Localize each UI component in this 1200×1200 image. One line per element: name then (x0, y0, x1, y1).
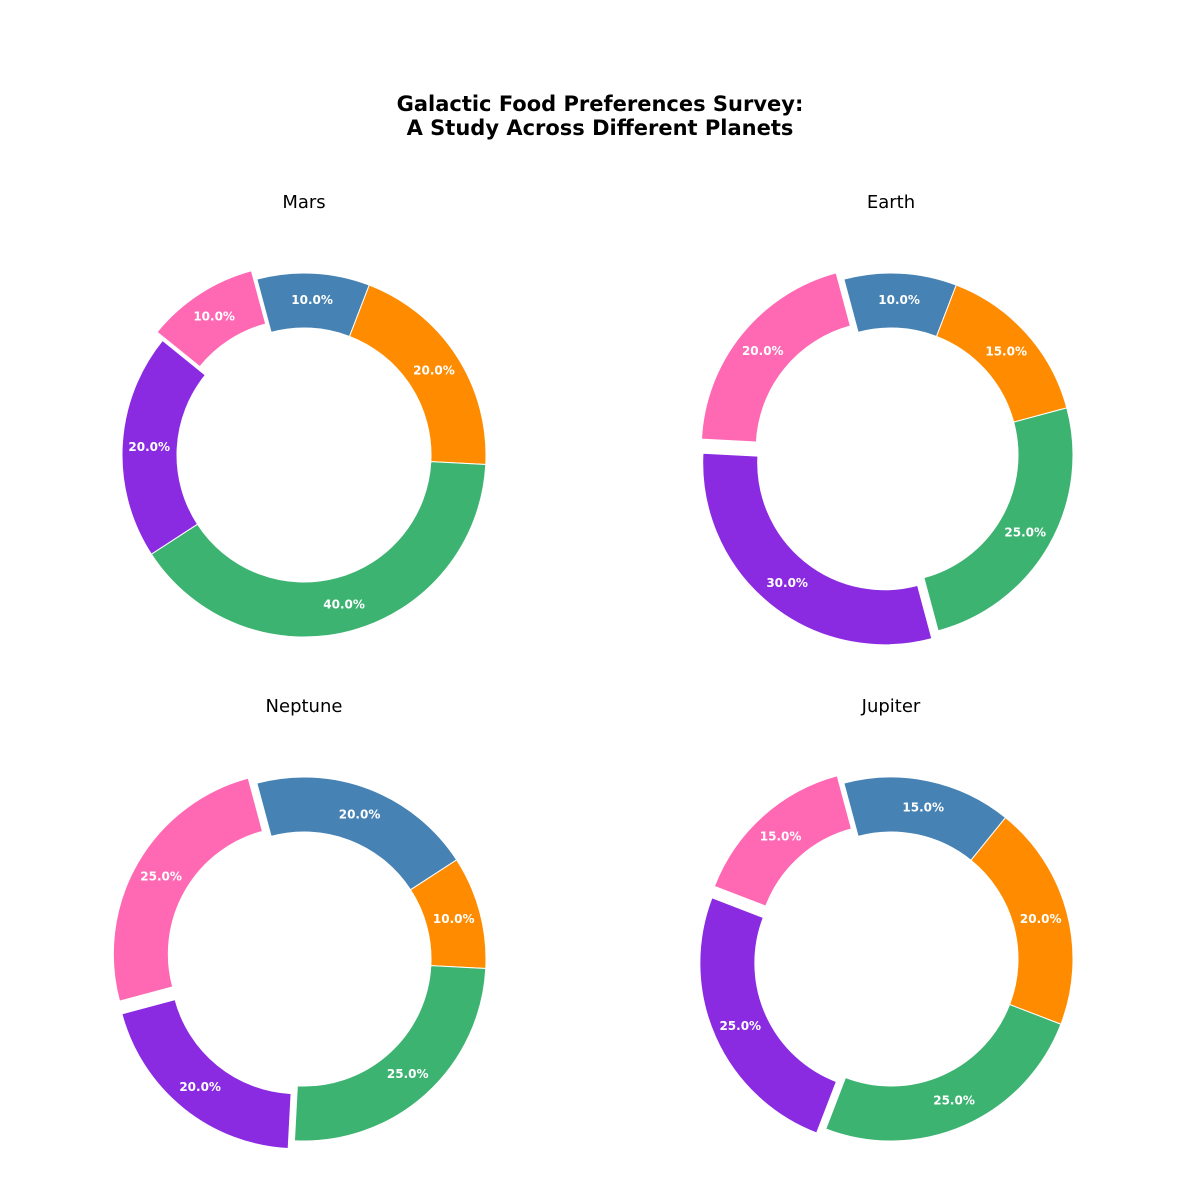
slice-neptune-blue (257, 777, 457, 890)
slice-neptune-green (294, 966, 485, 1141)
slice-jupiter-green (826, 1005, 1061, 1141)
slice-label-neptune-purple: 20.0% (179, 1080, 221, 1094)
slice-neptune-purple (122, 1000, 291, 1149)
slice-label-jupiter-pink: 15.0% (760, 829, 802, 843)
slice-label-jupiter-blue: 15.0% (902, 800, 944, 814)
slice-label-jupiter-green: 25.0% (933, 1094, 975, 1108)
slice-label-earth-orange: 15.0% (985, 344, 1027, 358)
slice-label-mars-green: 40.0% (323, 598, 365, 612)
slice-mars-green (151, 462, 485, 637)
slice-label-mars-purple: 20.0% (128, 440, 170, 454)
donut-chart-jupiter: Jupiter 15.0% 20.0% 25.0% 25.0% 15.0% (700, 696, 1073, 1141)
donut-chart-mars: Mars 10.0% 20.0% 40.0% 20.0% 10.0% (122, 192, 486, 637)
slice-label-earth-blue: 10.0% (878, 293, 920, 307)
slice-earth-purple (703, 453, 932, 645)
slice-label-neptune-green: 25.0% (387, 1067, 429, 1081)
chart-title-jupiter: Jupiter (861, 696, 921, 717)
chart-title-mars: Mars (282, 192, 325, 213)
donut-chart-earth: Earth 10.0% 15.0% 25.0% 30.0% 20.0% (701, 192, 1073, 645)
slice-label-earth-purple: 30.0% (766, 576, 808, 590)
slice-label-neptune-orange: 10.0% (433, 912, 475, 926)
slice-neptune-pink (113, 778, 262, 1001)
slice-label-jupiter-purple: 25.0% (719, 1019, 761, 1033)
slice-label-earth-pink: 20.0% (742, 344, 784, 358)
slice-label-mars-orange: 20.0% (413, 364, 455, 378)
slice-label-jupiter-orange: 20.0% (1020, 912, 1062, 926)
slice-label-mars-pink: 10.0% (193, 310, 235, 324)
chart-title-earth: Earth (867, 192, 915, 213)
slice-label-neptune-blue: 20.0% (339, 807, 381, 821)
slice-jupiter-purple (700, 898, 836, 1133)
chart-title-neptune: Neptune (266, 696, 343, 717)
donut-chart-neptune: Neptune 20.0% 10.0% 25.0% 20.0% 25.0% (113, 696, 486, 1149)
slice-label-earth-green: 25.0% (1004, 526, 1046, 540)
slice-label-neptune-pink: 25.0% (140, 870, 182, 884)
slice-earth-green (924, 408, 1073, 631)
slice-label-mars-blue: 10.0% (291, 293, 333, 307)
